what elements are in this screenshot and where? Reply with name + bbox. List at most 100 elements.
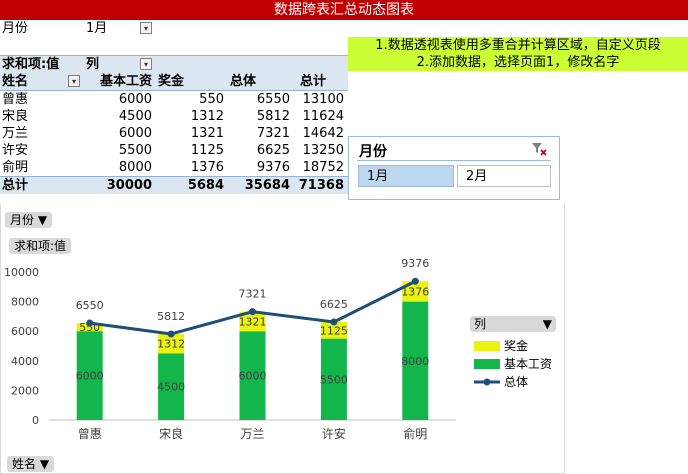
y-tick-label: 8000: [11, 296, 39, 309]
data-label-base: 6000: [76, 370, 104, 383]
x-tick-label: 俞明: [403, 426, 427, 441]
data-label-total: 6550: [76, 299, 104, 312]
table-cell: 8000: [118, 160, 152, 175]
x-tick-label: 万兰: [240, 427, 264, 441]
legend-label: 奖金: [504, 339, 529, 353]
legend-label: 总体: [504, 375, 529, 389]
instruction-line: 2.添加数据，选择页面1，修改名字: [416, 55, 620, 70]
row-name: 宋良: [2, 109, 29, 124]
table-row: 万兰 6000 1321 7321 14642: [0, 125, 348, 142]
column-header: 总体: [230, 74, 257, 89]
y-tick-label: 4000: [11, 355, 39, 368]
chart-value-field-label: 求和项:值: [14, 239, 67, 253]
data-label-base: 8000: [401, 355, 429, 368]
chart-axis-field-button[interactable]: 姓名 ▼: [7, 456, 55, 472]
bar-bonus: [76, 323, 103, 332]
bar-base-salary: [402, 301, 429, 420]
table-row: 宋良 4500 1312 5812 11624: [0, 108, 348, 125]
bar-bonus: [402, 281, 429, 302]
total-label: 总计: [2, 178, 29, 193]
chart-value-field-button[interactable]: 求和项:值: [9, 238, 72, 254]
data-label-bonus: 1321: [239, 315, 267, 328]
legend-swatch: [474, 341, 500, 351]
table-cell: 550: [199, 92, 224, 107]
line-point-total: [249, 308, 256, 316]
slicer-divider: [357, 160, 551, 161]
total-cell: 71368: [298, 178, 344, 193]
line-point-total: [330, 318, 338, 326]
chart-canvas: 02000400060008000100006000550曾惠45001312宋…: [4, 257, 456, 441]
clear-filter-icon[interactable]: [531, 141, 547, 157]
table-cell: 1125: [190, 143, 224, 158]
table-row: 俞明 8000 1376 9376 18752: [0, 159, 348, 176]
pivot-body: 曾惠 6000 550 6550 13100 宋良 4500 1312 5812 11624 万兰 6…: [0, 91, 348, 176]
y-tick-label: 10000: [4, 266, 39, 279]
legend-field-label: 列: [474, 317, 487, 331]
bar-bonus: [239, 311, 266, 332]
table-cell: 7321: [256, 126, 290, 141]
line-point-total: [167, 330, 175, 338]
data-label-total: 5812: [157, 310, 185, 323]
table-cell: 6000: [118, 92, 152, 107]
data-label-base: 6000: [239, 370, 267, 383]
legend-field-button[interactable]: 列 ▼: [470, 316, 556, 332]
title-bar: 数据跨表汇总动态图表: [0, 0, 688, 20]
slicer-item-2[interactable]: 2月: [457, 165, 551, 187]
table-cell: 13100: [302, 92, 344, 107]
filter-dropdown-icon[interactable]: ▾: [140, 22, 152, 34]
page-filter-value: 1月: [86, 21, 108, 36]
row-name: 俞明: [2, 160, 29, 175]
data-label-base: 5500: [320, 373, 348, 386]
bar-bonus: [320, 321, 347, 339]
chart-area: 0 2000 4000 6000 8000 10000 6000 550 曾惠 4500 1312 宋…: [0, 204, 565, 474]
column-header: 奖金: [158, 74, 185, 89]
bar-base-salary: [320, 338, 347, 420]
table-cell: 1376: [190, 160, 224, 175]
data-label-bonus: 1125: [320, 324, 348, 337]
legend-item-total: 总体: [474, 374, 528, 390]
month-slicer: 月份 1月 2月: [348, 136, 560, 200]
pivot-value-label: 求和项:值: [2, 57, 60, 72]
row-name: 许安: [2, 143, 29, 158]
column-filter-dropdown-icon[interactable]: ▾: [140, 58, 152, 70]
table-cell: 5812: [256, 109, 290, 124]
page-filter-label: 月份: [2, 21, 29, 36]
slicer-item-1[interactable]: 1月: [358, 165, 454, 187]
row-filter-dropdown-icon[interactable]: ▾: [68, 75, 80, 87]
row-name: 万兰: [2, 126, 29, 141]
total-cell: 5684: [187, 178, 224, 193]
legend-line-swatch: [474, 378, 500, 386]
table-cell: 5500: [118, 143, 152, 158]
pivot-table: 求和项:值 列 ▾ 姓名 ▾ 基本工资 奖金 总体 总计 曾惠 6000 550 65…: [0, 55, 348, 194]
x-tick-label: 宋良: [159, 426, 183, 441]
column-header: 总计: [300, 74, 327, 89]
instruction-line: 1.数据透视表使用多重合并计算区域，自定义页段: [375, 38, 661, 53]
table-cell: 13250: [302, 143, 344, 158]
chart-axis-field-label: 姓名: [12, 457, 37, 471]
chevron-down-icon: ▼: [39, 457, 50, 471]
legend-swatch: [474, 359, 500, 369]
filter-icon: ▼: [37, 213, 48, 227]
total-cell: 35684: [244, 178, 290, 193]
page-filter: 月份 1月 ▾: [0, 20, 160, 37]
line-point-total: [411, 277, 419, 285]
page-title: 数据跨表汇总动态图表: [274, 2, 414, 18]
data-label-base: 4500: [157, 381, 185, 394]
table-cell: 11624: [302, 109, 344, 124]
line-point-total: [86, 319, 94, 327]
total-cell: 30000: [106, 178, 152, 193]
bar-bonus: [158, 333, 185, 354]
pivot-column-header-row: 姓名 ▾ 基本工资 奖金 总体 总计: [0, 73, 348, 91]
chart-page-field-button[interactable]: 月份 ▼: [5, 212, 53, 228]
chevron-down-icon: ▼: [542, 317, 552, 331]
bar-base-salary: [158, 353, 185, 420]
table-cell: 18752: [302, 160, 344, 175]
data-label-total: 9376: [401, 257, 429, 270]
table-cell: 9376: [256, 160, 290, 175]
table-cell: 1321: [190, 126, 224, 141]
row-name: 曾惠: [2, 92, 29, 107]
data-label-bonus: 1376: [401, 285, 429, 298]
legend-label: 基本工资: [504, 357, 553, 371]
y-tick-label: 0: [32, 414, 39, 427]
data-label-bonus: 1312: [157, 338, 185, 351]
